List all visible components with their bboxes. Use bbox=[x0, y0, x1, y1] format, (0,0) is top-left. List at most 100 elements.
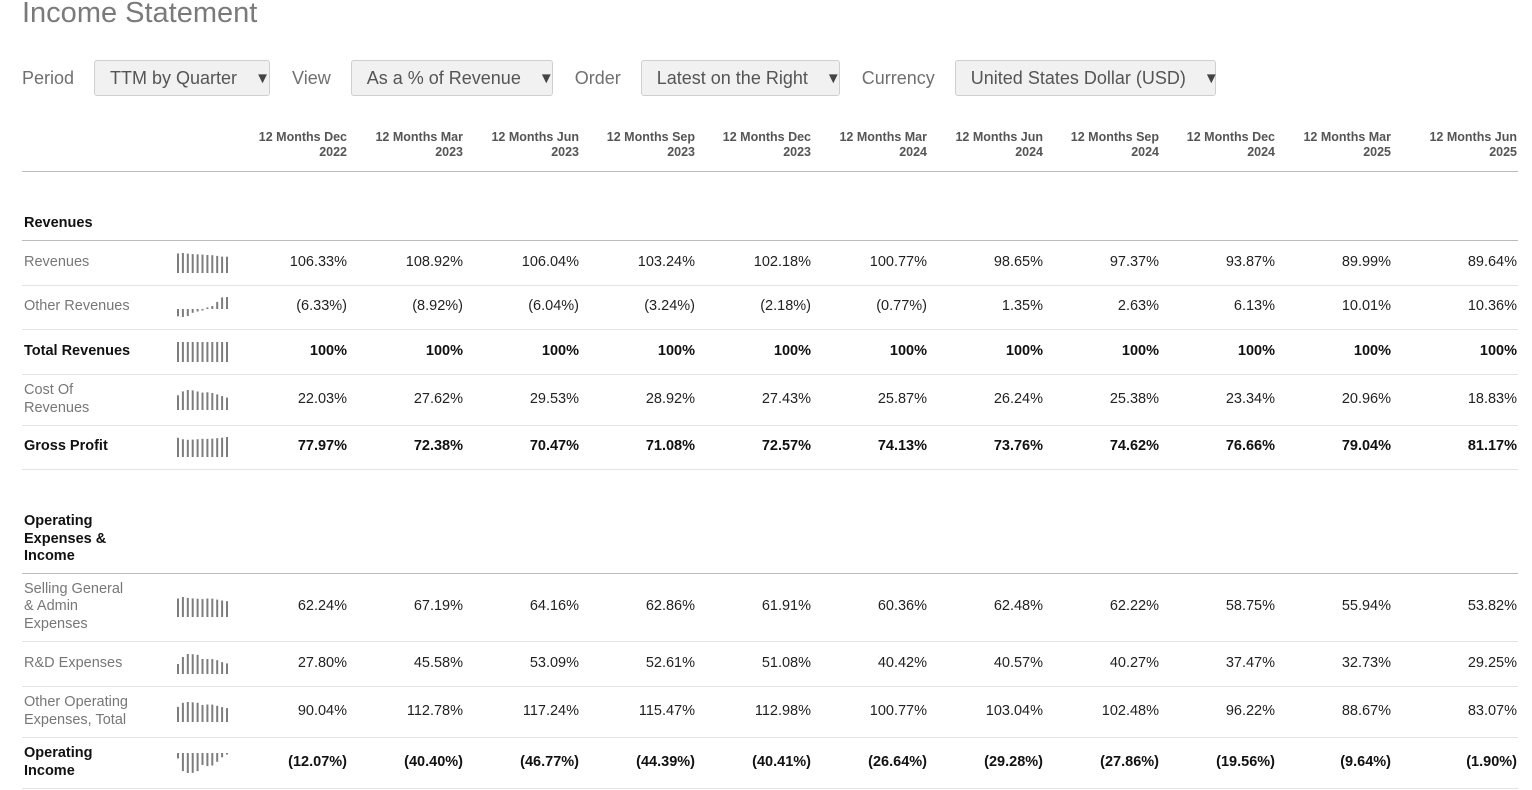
table-cell: 74.13% bbox=[877, 438, 927, 454]
sparkline-bar bbox=[226, 662, 228, 674]
table-cell: 27.43% bbox=[761, 390, 811, 407]
row-label: Other Revenues bbox=[24, 298, 130, 315]
sparkline-chart[interactable] bbox=[176, 700, 230, 722]
period-label: Period bbox=[22, 67, 75, 88]
sparkline-bar bbox=[201, 392, 204, 410]
table-cell: 79.04% bbox=[1341, 438, 1391, 454]
table-cell: (3.24%) bbox=[644, 298, 695, 314]
sparkline-chart[interactable] bbox=[176, 751, 230, 773]
sparkline-bar bbox=[226, 297, 228, 309]
table-cell: 23.34% bbox=[1225, 390, 1275, 407]
sparkline-bar bbox=[177, 598, 179, 617]
table-cell: 40.42% bbox=[877, 654, 927, 671]
sparkline-bar bbox=[211, 598, 214, 617]
table-cell: 103.24% bbox=[637, 253, 695, 270]
sparkline-bar bbox=[211, 658, 214, 674]
row-label: Operating Income bbox=[24, 745, 93, 779]
table-cell: (2.18%) bbox=[760, 298, 811, 314]
sparkline-bar bbox=[226, 437, 228, 457]
table-cell: 100% bbox=[889, 342, 927, 359]
table-cell: 102.48% bbox=[1101, 702, 1159, 719]
table-cell: 67.19% bbox=[413, 598, 463, 614]
sparkline-bar bbox=[191, 701, 194, 722]
sparkline-bar bbox=[196, 654, 199, 674]
order-select[interactable]: Latest on the Right ▼ bbox=[640, 60, 841, 96]
section-divider bbox=[22, 573, 1518, 574]
table-cell: 18.83% bbox=[1467, 390, 1517, 407]
column-header: 12 Months Jun 2023 bbox=[491, 130, 579, 159]
table-cell: 27.80% bbox=[297, 654, 347, 671]
table-cell: 100% bbox=[309, 342, 347, 359]
table-cell: 100% bbox=[1353, 342, 1391, 359]
sparkline-bar bbox=[181, 390, 184, 410]
column-header: 12 Months Jun 2024 bbox=[955, 130, 1043, 159]
table-cell: (29.28%) bbox=[984, 753, 1043, 770]
table-cell: (27.86%) bbox=[1100, 753, 1159, 770]
row-label: Revenues bbox=[24, 253, 90, 270]
page-title: Income Statement bbox=[22, 0, 258, 29]
sparkline-bar bbox=[177, 706, 179, 722]
table-cell: 62.24% bbox=[297, 598, 347, 614]
table-cell: 40.27% bbox=[1109, 654, 1159, 671]
sparkline-chart[interactable] bbox=[176, 595, 230, 617]
row-divider bbox=[22, 686, 1518, 687]
table-cell: 106.04% bbox=[521, 253, 579, 270]
sparkline-chart[interactable] bbox=[176, 251, 230, 273]
row-label: Selling General & Admin Expenses bbox=[24, 580, 124, 632]
filter-bar: Period TTM by Quarter ▼ View As a % of R… bbox=[22, 59, 1238, 97]
sparkline-bar bbox=[221, 706, 224, 722]
table-cell: 102.18% bbox=[753, 253, 811, 270]
sparkline-bar bbox=[221, 341, 224, 362]
table-cell: 28.92% bbox=[645, 390, 695, 407]
table-cell: 100% bbox=[1237, 342, 1275, 359]
sparkline-chart[interactable] bbox=[176, 340, 230, 362]
sparkline-bar bbox=[221, 395, 224, 410]
table-cell: 100% bbox=[425, 342, 463, 359]
table-cell: 6.13% bbox=[1233, 298, 1275, 314]
sparkline-bar bbox=[211, 254, 214, 273]
view-select[interactable]: As a % of Revenue ▼ bbox=[350, 60, 554, 96]
sparkline-bar bbox=[216, 705, 219, 722]
chevron-down-icon: ▼ bbox=[1203, 69, 1219, 87]
sparkline-bar bbox=[206, 254, 209, 273]
sparkline-bar bbox=[216, 393, 219, 410]
view-select-value: As a % of Revenue bbox=[366, 67, 521, 88]
table-cell: (1.90%) bbox=[1466, 753, 1517, 770]
sparkline-bar bbox=[211, 704, 214, 722]
table-cell: (19.56%) bbox=[1216, 753, 1275, 770]
table-cell: 10.36% bbox=[1467, 298, 1517, 314]
section-divider bbox=[22, 240, 1518, 241]
sparkline-bar bbox=[186, 701, 189, 722]
table-cell: 1.35% bbox=[1001, 298, 1043, 314]
sparkline-bar bbox=[226, 601, 228, 617]
table-cell: 26.24% bbox=[993, 390, 1043, 407]
sparkline-bar bbox=[196, 752, 199, 771]
sparkline-bar bbox=[201, 309, 204, 311]
sparkline-bar bbox=[211, 392, 214, 410]
period-select[interactable]: TTM by Quarter ▼ bbox=[94, 60, 271, 96]
sparkline-chart[interactable] bbox=[176, 388, 230, 410]
sparkline-bar bbox=[216, 752, 219, 762]
table-cell: (8.92%) bbox=[412, 298, 463, 314]
sparkline-bar bbox=[177, 341, 179, 362]
sparkline-bar bbox=[186, 597, 189, 617]
table-cell: 53.09% bbox=[529, 654, 579, 671]
table-cell: 112.78% bbox=[406, 702, 463, 719]
section-title: Operating Expenses & Income bbox=[24, 513, 107, 564]
table-cell: 93.87% bbox=[1225, 253, 1275, 270]
sparkline-chart[interactable] bbox=[176, 435, 230, 457]
sparkline-chart[interactable] bbox=[176, 652, 230, 674]
sparkline-chart[interactable] bbox=[176, 295, 230, 317]
table-cell: 25.38% bbox=[1109, 390, 1159, 407]
currency-select-value: United States Dollar (USD) bbox=[970, 67, 1186, 88]
sparkline-bar bbox=[177, 663, 179, 674]
table-cell: (0.77%) bbox=[876, 298, 927, 314]
sparkline-bar bbox=[201, 704, 204, 722]
table-cell: 100% bbox=[1005, 342, 1043, 359]
sparkline-bar bbox=[196, 598, 199, 617]
table-cell: 100.77% bbox=[869, 253, 927, 270]
sparkline-bar bbox=[221, 600, 224, 617]
row-label: R&D Expenses bbox=[24, 654, 123, 671]
currency-select[interactable]: United States Dollar (USD) ▼ bbox=[954, 60, 1219, 96]
row-divider bbox=[22, 285, 1518, 286]
